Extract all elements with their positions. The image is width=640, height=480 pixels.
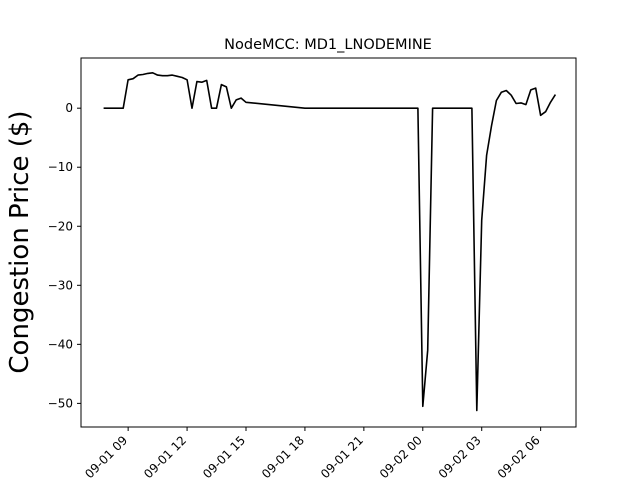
y-tick-label: −50 <box>48 396 73 410</box>
x-tick-label: 09-01 21 <box>318 433 366 480</box>
x-tick-label: 09-02 03 <box>436 433 484 480</box>
y-tick-label: −40 <box>48 337 73 351</box>
y-tick-label: −10 <box>48 160 73 174</box>
y-axis-label: Congestion Price ($) <box>5 110 35 373</box>
y-tick-label: −30 <box>48 278 73 292</box>
series-line <box>103 72 557 412</box>
x-tick-label: 09-02 00 <box>377 433 425 480</box>
axis-ticks: 0 −10 −20 −30 −40 −50 09-01 09 09-01 12 09-01 15… <box>48 101 543 480</box>
plot-frame <box>80 57 577 428</box>
y-tick-label: −20 <box>48 219 73 233</box>
chart-title: NodeMCC: MD1_LNODEMINE <box>224 37 432 53</box>
x-tick-label: 09-01 12 <box>141 433 189 480</box>
x-tick-label: 09-01 18 <box>259 433 307 480</box>
y-tick-label: 0 <box>65 101 73 115</box>
x-tick-label: 09-02 06 <box>495 433 543 480</box>
x-tick-label: 09-01 15 <box>200 433 248 480</box>
x-tick-label: 09-01 09 <box>82 433 130 480</box>
